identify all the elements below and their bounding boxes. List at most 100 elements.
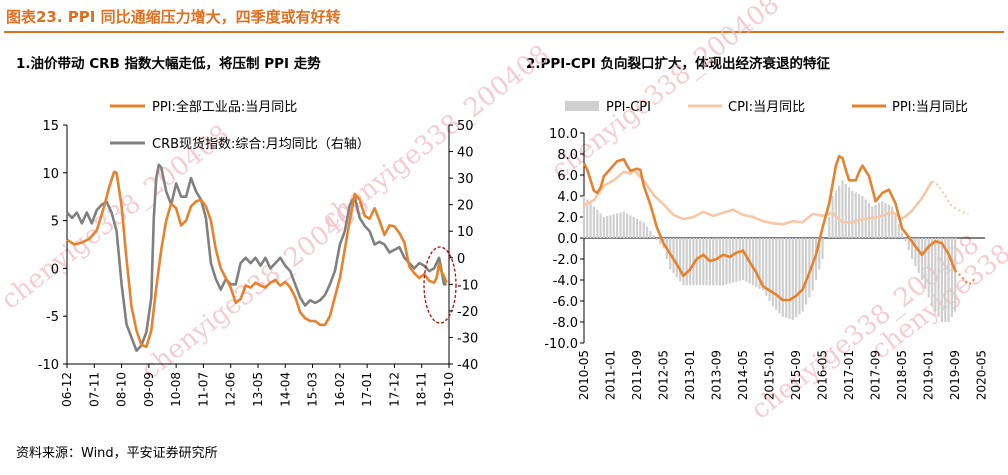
ppi-cpi-bar	[838, 185, 841, 238]
right-chart-x-tick-label: 2018-05	[895, 350, 909, 400]
ppi-cpi-bar	[606, 216, 609, 238]
ppi-cpi-bar	[755, 238, 758, 287]
ppi-cpi-bar	[808, 238, 811, 298]
ppi-cpi-bar	[712, 238, 715, 286]
ppi-cpi-bar	[642, 222, 645, 239]
ppi-cpi-bar	[682, 238, 685, 286]
ppi-cpi-bar	[626, 213, 629, 238]
ppi-cpi-bar	[831, 196, 834, 238]
left-x-tick-label: 17-12	[387, 372, 401, 407]
ppi-cpi-bar	[582, 196, 586, 238]
ppi-cpi-bar	[881, 201, 884, 239]
ppi-cpi-bar	[897, 224, 900, 238]
ppi-cpi-bar	[652, 235, 655, 238]
ppi-cpi-bar	[765, 238, 768, 296]
ppi-cpi-bar	[586, 199, 589, 238]
ppi-cpi-bar	[914, 238, 917, 266]
right-chart-x-tick-label: 2017-09	[869, 350, 883, 400]
right-chart-x-tick-label: 2011-09	[630, 350, 644, 400]
ppi-cpi-bar	[742, 238, 745, 280]
ppi-cpi-bar	[934, 238, 937, 312]
right-chart-x-tick-label: 2017-01	[842, 350, 856, 400]
right-chart-y-tick-label: 2.0	[557, 211, 578, 226]
ppi-cpi-bar	[619, 212, 622, 238]
ppi-cpi-bar	[821, 238, 824, 259]
right-y-tick-label: 10	[457, 225, 474, 240]
right-chart-y-tick-label: 10.0	[549, 127, 578, 142]
ppi-cpi-bar	[612, 214, 615, 238]
ppi-right-legend-label: PPI:当月同比	[892, 100, 968, 115]
ppi-cpi-bar	[616, 213, 619, 238]
ppi-cpi-bar	[877, 203, 881, 238]
figure-title: 图表23. PPI 同比通缩压力增大，四季度或有好转	[6, 8, 341, 26]
right-chart-y-tick-label: -2.0	[553, 253, 578, 268]
left-x-tick-label: 14-04	[278, 372, 292, 407]
ppi-cpi-bar	[901, 232, 904, 239]
right-y-tick-label: -20	[457, 305, 478, 320]
ppi-cpi-bar	[894, 215, 897, 239]
right-chart-title: 2.PPI-CPI 负向裂口扩大，体现出经济衰退的特征	[526, 56, 830, 72]
ppi-cpi-bar	[725, 238, 728, 285]
right-chart-y-tick-label: -10.0	[544, 337, 578, 352]
left-x-tick-label: 10-08	[169, 372, 183, 407]
ppi-cpi-bar	[940, 238, 943, 322]
ppi-cpi-bar	[685, 238, 688, 286]
right-chart-y-tick-label: 0.0	[557, 232, 578, 247]
crb-legend-label: CRB现货指数:综合:月均同比（右轴）	[152, 136, 370, 152]
ppi-cpi-bar	[639, 220, 642, 238]
ppi-series-line	[66, 170, 448, 349]
ppi-cpi-bar	[629, 215, 632, 239]
ppi-cpi-bar	[861, 196, 864, 238]
ppi-cpi-bar	[771, 238, 774, 307]
ppi-cpi-bar	[950, 238, 953, 317]
ppi-cpi-legend-swatch	[565, 101, 599, 111]
right-chart-y-tick-label: 4.0	[557, 190, 578, 205]
ppi-cpi-bar	[884, 203, 887, 238]
ppi-cpi-bar	[954, 238, 957, 312]
right-y-tick-label: 30	[457, 172, 474, 187]
right-chart-x-tick-label: 2011-01	[604, 350, 618, 400]
cpi-series-forecast-line	[931, 180, 969, 215]
cpi-legend-label: CPI:当月同比	[728, 100, 805, 115]
right-chart-x-tick-label: 2014-05	[736, 350, 750, 400]
left-x-tick-label: 19-10	[442, 372, 456, 407]
ppi-cpi-bar	[818, 238, 821, 270]
ppi-series-line	[582, 154, 957, 302]
ppi-cpi-bar	[695, 238, 698, 286]
right-y-tick-label: 20	[457, 199, 474, 214]
ppi-cpi-bar	[887, 204, 890, 239]
right-chart-y-tick-label: 6.0	[557, 169, 578, 184]
left-y-tick-label: 0	[51, 262, 59, 277]
ppi-cpi-bar	[732, 238, 735, 283]
ppi-cpi-bar	[814, 238, 818, 280]
ppi-cpi-bar	[645, 226, 649, 238]
crb-series-line	[66, 163, 447, 352]
ppi-cpi-bar	[858, 194, 861, 239]
ppi-cpi-bar	[702, 238, 705, 286]
ppi-cpi-bar	[904, 238, 907, 242]
ppi-cpi-bar	[917, 238, 920, 273]
right-chart-x-tick-label: 2012-05	[657, 350, 671, 400]
ppi-cpi-bar	[722, 238, 725, 286]
right-chart-y-tick-label: -6.0	[553, 295, 578, 310]
ppi-cpi-bar	[649, 231, 652, 238]
ppi-cpi-bar	[944, 238, 947, 322]
ppi-cpi-bar	[828, 217, 831, 238]
highlight-ellipse	[423, 246, 457, 324]
ppi-cpi-bar	[920, 238, 924, 280]
right-chart-x-tick-label: 2019-01	[922, 350, 936, 400]
watermark-text: chenyige338_200408	[546, 0, 785, 186]
right-y-tick-label: -30	[457, 331, 478, 346]
ppi-cpi-bar	[841, 180, 844, 239]
ppi-cpi-bar	[911, 238, 914, 259]
ppi-cpi-bar	[874, 204, 877, 239]
left-x-tick-label: 15-03	[306, 372, 320, 407]
ppi-cpi-bar	[854, 192, 857, 238]
left-x-tick-label: 06-12	[60, 372, 74, 407]
ppi-cpi-bar	[609, 215, 612, 239]
ppi-cpi-bar	[871, 206, 874, 238]
right-chart-y-tick-label: 8.0	[557, 148, 578, 163]
right-chart-x-tick-label: 2010-05	[577, 350, 591, 400]
right-chart-x-tick-label: 2013-01	[683, 350, 697, 400]
ppi-series-forecast-line	[954, 269, 976, 286]
